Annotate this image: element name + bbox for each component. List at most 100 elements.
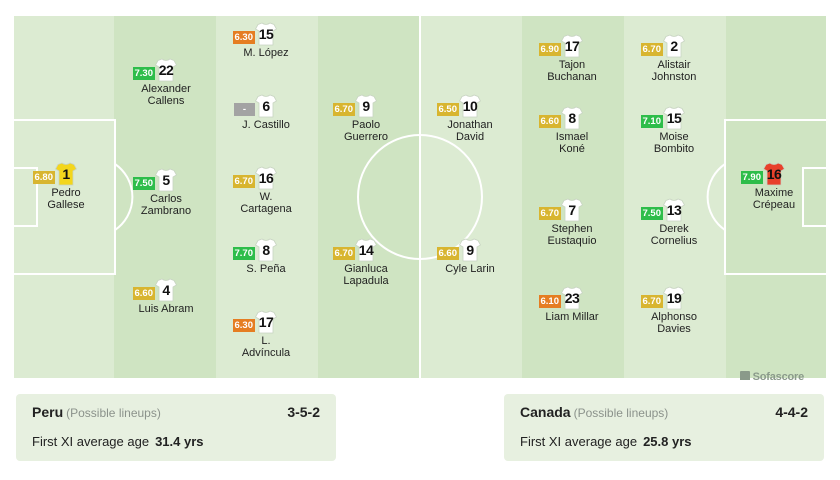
player-rating-badge: 6.70 [640,43,663,56]
shirt-shape [155,58,177,82]
player-peru[interactable]: 1 6.80 Pedro Gallese [12,162,126,211]
jersey-number: 22 [158,62,174,78]
player-peru[interactable]: 16 6.70 W. Cartagena [206,166,326,215]
jersey-number: 9 [362,98,370,114]
player-canada[interactable]: 15 7.10 Moise Bombito [614,106,734,155]
player-peru[interactable]: 9 6.70 Paolo Guerrero [306,94,426,143]
jersey-icon: 16 6.70 [232,166,277,190]
shirt-shape [663,34,685,58]
formation: 3-5-2 [287,404,320,420]
shirt-shape [561,286,583,310]
sofascore-logo: Sofascore [739,371,804,380]
player-canada[interactable]: 2 6.70 Alistair Johnston [614,34,734,83]
jersey-number: 17 [564,38,580,54]
player-canada[interactable]: 19 6.70 Alphonso Davies [614,286,734,335]
jersey-icon: 17 6.30 [232,310,277,334]
pitch-stripe [624,14,726,380]
lineup-status: (Possible lineups) [66,406,161,420]
player-peru[interactable]: 17 6.30 L. Advíncula [206,310,326,359]
shirt-shape [561,34,583,58]
jersey-icon: 5 7.50 [132,168,177,192]
player-peru[interactable]: 6- J. Castillo [206,94,326,131]
shirt-shape [155,168,177,192]
jersey-icon: 14 6.70 [332,238,377,262]
player-rating-badge: 7.50 [132,177,155,190]
pitch-lines [12,14,828,380]
player-name: Carlos Zambrano [140,193,192,217]
shirt-shape [663,286,685,310]
player-canada[interactable]: 9 6.60 Cyle Larin [410,238,530,275]
player-name: Paolo Guerrero [343,119,389,143]
jersey-icon: 6- [234,94,277,118]
player-peru[interactable]: 15 6.30 M. López [206,22,326,59]
average-age-label: First XI average age [32,434,150,449]
jersey-number: 16 [258,170,274,186]
player-canada[interactable]: 10 6.50 Jonathan David [410,94,530,143]
jersey-icon: 15 7.10 [640,106,685,130]
football-pitch: 1 6.80 Pedro Gallese 22 7.30 Alexander Callen… [12,14,828,380]
jersey-icon: 2 6.70 [640,34,685,58]
player-canada[interactable]: 7 6.70 Stephen Eustaquio [512,198,632,247]
player-rating-badge: 6.70 [332,103,355,116]
shirt-shape [459,238,481,262]
jersey-number: 14 [358,242,374,258]
jersey-icon: 1 6.80 [32,162,77,186]
average-age-label: First XI average age [520,434,638,449]
jersey-icon: 9 6.60 [436,238,481,262]
player-rating-badge: 7.90 [740,171,763,184]
shirt-shape [663,106,685,130]
player-canada[interactable]: 13 7.50 Derek Cornelius [614,198,734,247]
player-name: Alistair Johnston [651,59,697,83]
team-name: Peru [32,404,64,420]
player-peru[interactable]: 14 6.70 Gianluca Lapadula [306,238,426,287]
player-rating-badge: 6.60 [132,287,155,300]
player-peru[interactable]: 22 7.30 Alexander Callens [106,58,226,107]
player-name: Derek Cornelius [650,223,698,247]
player-name: W. Cartagena [240,191,292,215]
player-name: Alphonso Davies [651,311,697,335]
player-name: Pedro Gallese [47,187,85,211]
pitch-stripe [420,14,522,380]
shirt-shape [561,106,583,130]
sofascore-logo-icon [739,371,750,380]
jersey-icon: 23 6.10 [538,286,583,310]
player-peru[interactable]: 5 7.50 Carlos Zambrano [106,168,226,217]
jersey-number: 4 [162,282,170,298]
player-rating-badge: - [234,103,255,116]
jersey-number: 13 [666,202,682,218]
player-name: Luis Abram [138,303,194,315]
shirt-shape [155,278,177,302]
jersey-icon: 16 7.90 [740,162,785,186]
average-age-value: 25.8 yrs [643,434,692,449]
player-name: Gianluca Lapadula [343,263,389,287]
player-rating-badge: 7.30 [132,67,155,80]
shirt-shape [255,310,277,334]
player-canada[interactable]: 16 7.90 Maxime Crépeau [714,162,828,211]
jersey-icon: 7 6.70 [538,198,583,222]
player-canada[interactable]: 8 6.60 Ismael Koné [512,106,632,155]
jersey-number: 5 [162,172,170,188]
jersey-number: 6 [262,98,270,114]
player-rating-badge: 6.90 [538,43,561,56]
jersey-number: 23 [564,290,580,306]
shirt-shape [55,162,77,186]
pitch-stripe [522,14,624,380]
player-rating-badge: 7.70 [232,247,255,260]
formation: 4-4-2 [775,404,808,420]
average-age-row: First XI average age 31.4 yrs [32,434,204,449]
player-canada[interactable]: 17 6.90 Tajon Buchanan [512,34,632,83]
average-age-row: First XI average age 25.8 yrs [520,434,692,449]
player-peru[interactable]: 8 7.70 S. Peña [206,238,326,275]
jersey-icon: 17 6.90 [538,34,583,58]
jersey-icon: 10 6.50 [436,94,481,118]
jersey-icon: 8 7.70 [232,238,277,262]
player-name: Moise Bombito [653,131,695,155]
player-peru[interactable]: 4 6.60 Luis Abram [106,278,226,315]
player-canada[interactable]: 23 6.10 Liam Millar [512,286,632,323]
player-name: M. López [243,47,289,59]
jersey-number: 7 [568,202,576,218]
player-rating-badge: 6.70 [232,175,255,188]
shirt-shape [663,198,685,222]
team-summary-peru: Peru (Possible lineups) 3-5-2 First XI av… [16,394,336,461]
player-name: Tajon Buchanan [547,59,597,83]
